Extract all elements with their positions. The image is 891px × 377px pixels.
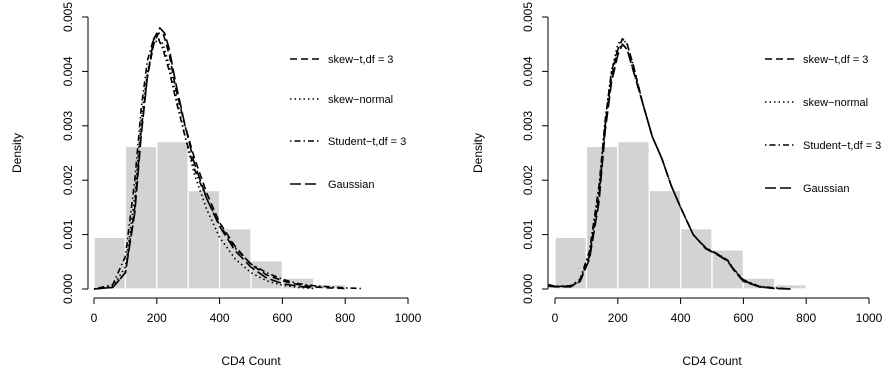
density-curve xyxy=(93,37,361,290)
density-curve xyxy=(548,43,791,290)
density-curves xyxy=(93,27,361,290)
y-tick-label: 0.001 xyxy=(61,219,75,249)
x-tick-label: 400 xyxy=(210,311,230,325)
y-tick-label: 0.002 xyxy=(521,165,535,195)
legend-label: skew−normal xyxy=(803,97,868,109)
y-axis-label: Density xyxy=(471,133,485,173)
x-tick-label: 600 xyxy=(272,311,292,325)
y-tick-label: 0.004 xyxy=(61,56,75,86)
y-tick-label: 0.000 xyxy=(61,274,75,304)
legend-label: skew−normal xyxy=(328,94,393,106)
x-tick-label: 1000 xyxy=(856,311,883,325)
y-tick-label: 0.004 xyxy=(521,56,535,86)
x-axis-label: CD4 Count xyxy=(682,354,742,368)
density-curves xyxy=(548,37,791,290)
histogram-bar xyxy=(93,236,127,290)
right-chart-panel: 0 200 400 600 800 1000 0.000 0.001 0.002 0.003 0.0… xyxy=(471,2,883,368)
histogram-bar xyxy=(156,140,189,290)
histogram-bar xyxy=(711,249,745,290)
x-tick-label: 0 xyxy=(91,311,98,325)
histogram-bar xyxy=(648,189,682,290)
x-axis-label: CD4 Count xyxy=(221,354,281,368)
y-axis-label: Density xyxy=(10,133,24,173)
x-tick-label: 1000 xyxy=(395,311,422,325)
histogram-bar xyxy=(187,189,221,290)
legend-label: skew−t,df = 3 xyxy=(328,54,393,66)
y-tick-label: 0.000 xyxy=(521,274,535,304)
x-tick-label: 200 xyxy=(608,311,628,325)
histogram-bar xyxy=(742,277,776,290)
y-tick-label: 0.001 xyxy=(521,219,535,249)
legend-label: Gaussian xyxy=(328,179,374,191)
x-tick-label: 600 xyxy=(733,311,753,325)
legend-label: skew−t,df = 3 xyxy=(803,54,868,66)
x-tick-label: 200 xyxy=(147,311,167,325)
legend-label: Student−t,df = 3 xyxy=(328,136,406,148)
legend-label: Gaussian xyxy=(803,183,849,195)
histogram-bar xyxy=(554,236,588,290)
x-tick-label: 800 xyxy=(335,311,355,325)
legend: skew−t,df = 3 skew−normal Student−t,df = 3… xyxy=(765,54,881,195)
x-tick-label: 800 xyxy=(796,311,816,325)
y-tick-label: 0.002 xyxy=(61,165,75,195)
histogram-bar xyxy=(617,140,650,290)
y-tick-label: 0.005 xyxy=(61,2,75,32)
x-tick-label: 400 xyxy=(671,311,691,325)
y-tick-label: 0.005 xyxy=(521,2,535,32)
legend-label: Student−t,df = 3 xyxy=(803,140,881,152)
density-curve xyxy=(548,43,791,290)
left-chart-panel: 0 200 400 600 800 1000 0.000 0.001 0.002 0.003 0.0… xyxy=(10,2,422,368)
x-tick-label: 0 xyxy=(552,311,559,325)
y-tick-label: 0.003 xyxy=(61,110,75,140)
y-tick-label: 0.003 xyxy=(521,110,535,140)
legend: skew−t,df = 3 skew−normal Student−t,df = 3… xyxy=(290,54,406,191)
density-curve xyxy=(548,37,791,290)
density-curve xyxy=(93,27,314,290)
